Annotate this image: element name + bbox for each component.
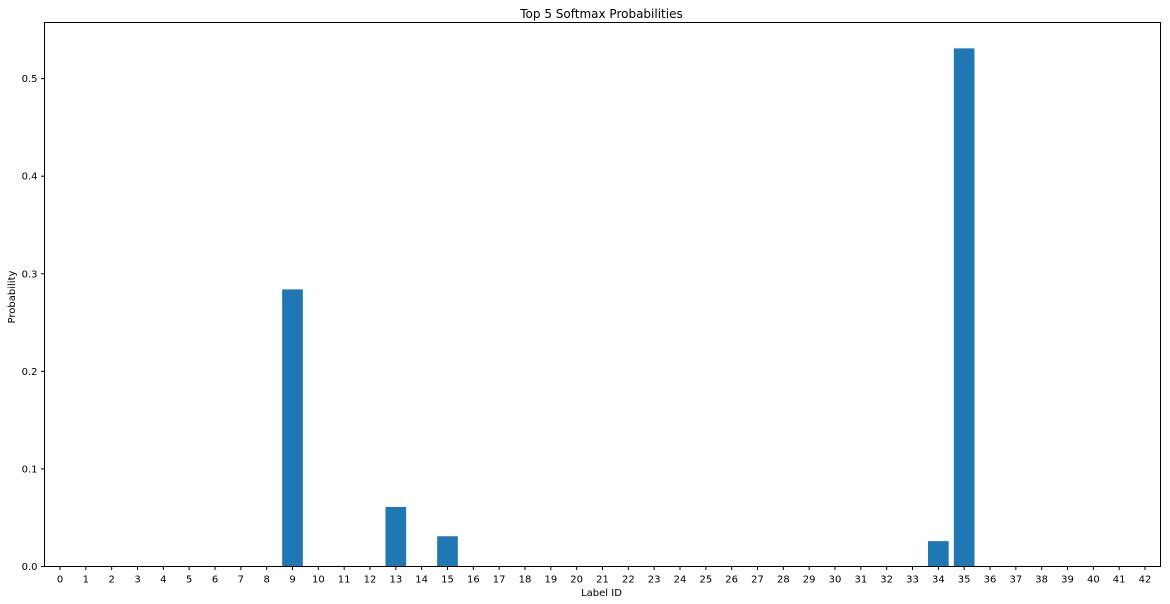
x-tick-label-7: 7 <box>238 575 244 586</box>
bar-15 <box>437 536 458 567</box>
x-tick-label-5: 5 <box>186 575 192 586</box>
x-tick-label-3: 3 <box>134 575 140 586</box>
plot-area-frame <box>44 22 1161 567</box>
x-tick-label-41: 41 <box>1113 575 1126 586</box>
bar-9 <box>282 289 303 567</box>
x-tick-label-0: 0 <box>57 575 63 586</box>
bar-34 <box>928 541 949 567</box>
x-tick-label-24: 24 <box>674 575 687 586</box>
y-tick-label-5: 0.5 <box>22 74 38 85</box>
y-tick-label-0: 0.0 <box>22 562 38 573</box>
x-tick-label-28: 28 <box>777 575 790 586</box>
y-tick-label-4: 0.4 <box>22 172 38 183</box>
x-tick-label-1: 1 <box>83 575 89 586</box>
x-tick-label-18: 18 <box>519 575 532 586</box>
x-tick-label-14: 14 <box>415 575 428 586</box>
y-tick-label-2: 0.2 <box>22 367 38 378</box>
x-tick-label-35: 35 <box>958 575 971 586</box>
x-tick-label-15: 15 <box>441 575 454 586</box>
x-tick-label-39: 39 <box>1061 575 1074 586</box>
x-tick-label-37: 37 <box>1009 575 1022 586</box>
chart-title: Top 5 Softmax Probabilities <box>519 7 682 21</box>
x-tick-label-33: 33 <box>906 575 919 586</box>
x-axis-ticks: 0 1 2 3 4 5 6 7 8 9 10 11 12 13 14 15 16 17 18 19 20 21 22 23 24… <box>57 566 1152 586</box>
x-tick-label-8: 8 <box>263 575 269 586</box>
x-tick-label-4: 4 <box>160 575 166 586</box>
y-tick-label-1: 0.1 <box>22 464 38 475</box>
x-tick-label-31: 31 <box>854 575 867 586</box>
x-axis-label: Label ID <box>581 588 622 599</box>
x-tick-label-32: 32 <box>880 575 893 586</box>
x-tick-label-20: 20 <box>570 575 583 586</box>
bar-13 <box>385 506 407 567</box>
x-tick-label-2: 2 <box>108 575 114 586</box>
x-tick-label-6: 6 <box>212 575 218 586</box>
x-tick-label-9: 9 <box>289 575 295 586</box>
x-tick-label-30: 30 <box>829 575 842 586</box>
x-tick-label-34: 34 <box>932 575 945 586</box>
x-tick-label-13: 13 <box>389 575 402 586</box>
x-tick-label-27: 27 <box>751 575 764 586</box>
x-tick-label-25: 25 <box>699 575 712 586</box>
x-tick-label-42: 42 <box>1139 575 1152 586</box>
x-tick-label-29: 29 <box>803 575 816 586</box>
x-tick-label-17: 17 <box>493 575 506 586</box>
x-tick-label-10: 10 <box>312 575 325 586</box>
x-tick-label-21: 21 <box>596 575 609 586</box>
x-tick-label-16: 16 <box>467 575 480 586</box>
bar-35 <box>953 48 975 567</box>
y-tick-label-3: 0.3 <box>22 269 38 280</box>
x-tick-label-23: 23 <box>648 575 661 586</box>
x-tick-label-36: 36 <box>984 575 997 586</box>
x-tick-label-40: 40 <box>1087 575 1100 586</box>
x-tick-label-22: 22 <box>622 575 635 586</box>
x-tick-label-38: 38 <box>1035 575 1048 586</box>
x-tick-label-19: 19 <box>544 575 557 586</box>
x-tick-label-11: 11 <box>338 575 351 586</box>
x-tick-label-26: 26 <box>725 575 738 586</box>
y-axis-label: Probability <box>7 270 18 323</box>
bars-group <box>282 48 975 567</box>
y-axis-ticks: 0.0 0.1 0.2 0.3 0.4 0.5 <box>22 74 45 573</box>
x-tick-label-12: 12 <box>364 575 377 586</box>
